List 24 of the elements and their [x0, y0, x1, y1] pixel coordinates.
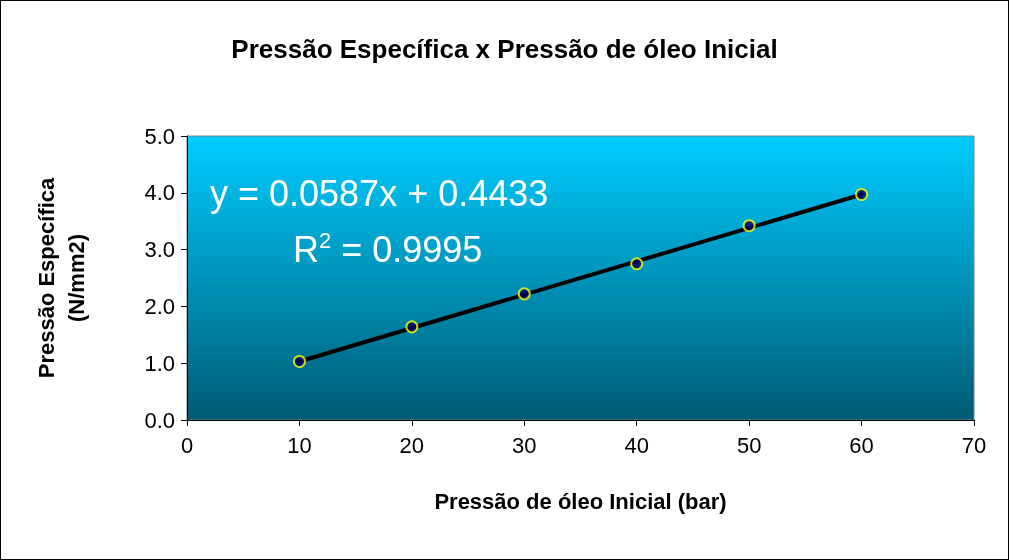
- point: [292, 355, 306, 368]
- y-tick-label: 2.0: [144, 293, 175, 319]
- y-tick-label: 4.0: [144, 180, 175, 206]
- point: [517, 287, 531, 301]
- x-tick-label: 50: [736, 432, 762, 458]
- x-tick-label: 70: [961, 432, 987, 458]
- x-axis-title: Pressão de óleo Inicial (bar): [434, 488, 727, 514]
- y-tick-label: 1.0: [144, 350, 175, 376]
- x-tick-label: 40: [624, 432, 649, 458]
- y-tick-label: 5.0: [144, 123, 175, 149]
- y-axis-title: Pressão Específica (N/mm2): [33, 176, 89, 379]
- y-tick-label: 3.0: [144, 237, 175, 263]
- x-tick-label: 30: [512, 432, 537, 458]
- point: [855, 188, 869, 201]
- x-tick-label: 20: [399, 432, 425, 458]
- x-tick-label: 60: [849, 432, 874, 458]
- x-tick-label: 10: [287, 432, 312, 458]
- chart-title: Pressão Específica x Pressão de óleo Inicial: [231, 34, 778, 64]
- point: [630, 257, 644, 271]
- annotation: y = 0.0587x + 0.4433: [210, 172, 549, 214]
- x-tick-label: 0: [180, 432, 194, 458]
- point: [405, 320, 419, 334]
- point: [742, 219, 756, 233]
- y-tick-label: 0.0: [144, 407, 175, 433]
